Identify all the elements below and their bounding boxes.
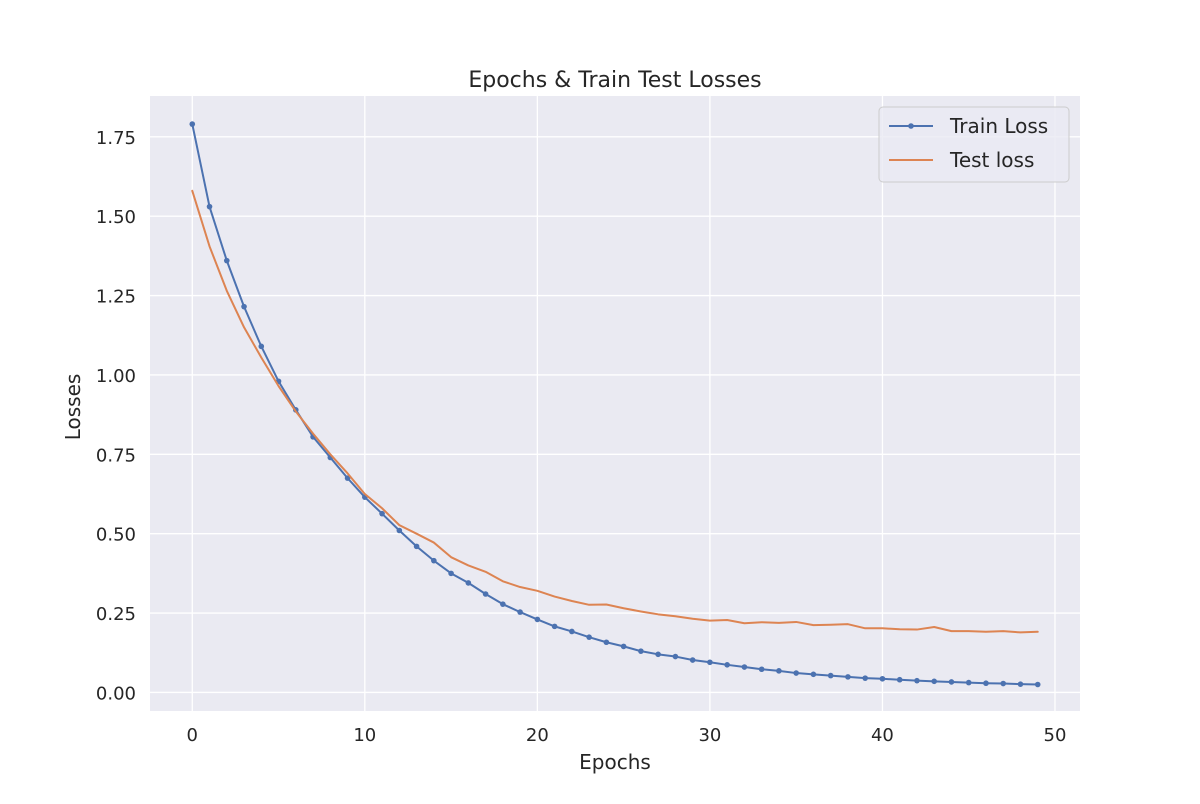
data-point-train-loss [586, 634, 592, 640]
data-point-train-loss [206, 203, 213, 210]
legend-marker-train-loss [908, 123, 914, 129]
data-point-train-loss [879, 675, 886, 682]
y-tick-label: 0.25 [96, 604, 136, 625]
data-point-train-loss [465, 580, 472, 586]
series-line-train-loss [191, 123, 1039, 686]
data-point-train-loss [241, 303, 247, 310]
data-point-train-loss [741, 664, 748, 670]
x-tick-label: 10 [353, 725, 376, 746]
data-point-train-loss [776, 668, 782, 674]
x-tick-label: 30 [698, 725, 721, 746]
data-point-train-loss [223, 257, 230, 264]
y-tick-label: 1.25 [96, 287, 136, 308]
x-tick-label: 40 [871, 725, 894, 746]
y-axis-label: Losses [61, 374, 85, 441]
data-point-train-loss [258, 343, 265, 350]
data-point-train-loss [655, 651, 661, 658]
legend-label-train-loss: Train Loss [949, 114, 1048, 138]
x-tick-label: 50 [1044, 725, 1067, 746]
plot-area [150, 96, 1080, 711]
y-tick-label: 1.75 [96, 128, 136, 149]
data-point-train-loss [344, 475, 351, 481]
grid-lines [150, 96, 1080, 711]
y-tick-labels: 0.00 0.25 0.50 0.75 1.00 1.25 1.50 1.75 [96, 128, 136, 705]
data-point-train-loss [689, 657, 696, 663]
data-point-train-loss [379, 510, 385, 517]
data-point-train-loss [396, 527, 403, 534]
data-point-train-loss [603, 639, 610, 646]
data-point-train-loss [482, 591, 489, 597]
y-tick-label: 0.75 [96, 445, 136, 466]
data-point-train-loss [500, 601, 506, 607]
x-axis-label: Epochs [579, 750, 651, 774]
series-line-test-loss [191, 189, 1039, 634]
data-point-train-loss [914, 677, 920, 684]
data-point-train-loss [413, 543, 420, 550]
data-point-train-loss [1017, 681, 1024, 687]
chart-title: Epochs & Train Test Losses [468, 68, 761, 93]
data-point-train-loss [517, 609, 523, 615]
data-point-train-loss [638, 648, 644, 654]
legend-label-test-loss: Test loss [949, 148, 1034, 172]
data-point-train-loss [965, 679, 972, 686]
data-point-train-loss [724, 662, 730, 668]
series-layer [189, 121, 1041, 688]
y-tick-label: 1.00 [96, 366, 136, 387]
y-tick-label: 0.00 [96, 683, 136, 704]
data-point-train-loss [862, 675, 868, 681]
data-point-train-loss [189, 121, 196, 127]
data-point-train-loss [758, 666, 765, 673]
data-point-train-loss [896, 676, 903, 683]
data-point-train-loss [983, 680, 989, 687]
data-point-train-loss [1034, 681, 1041, 688]
data-point-train-loss [551, 623, 558, 630]
x-tick-labels: 0 10 20 30 40 50 [187, 725, 1067, 746]
x-tick-label: 0 [187, 725, 198, 746]
data-point-train-loss [793, 670, 799, 676]
data-point-train-loss [827, 672, 834, 679]
legend: Train Loss Test loss [878, 106, 1070, 183]
data-point-train-loss [948, 679, 955, 685]
data-point-train-loss [569, 628, 575, 635]
data-point-train-loss [707, 659, 713, 666]
data-point-train-loss [431, 557, 437, 564]
data-point-train-loss [845, 674, 851, 680]
data-point-train-loss [672, 653, 679, 660]
y-tick-label: 1.50 [96, 207, 136, 228]
data-point-train-loss [534, 616, 541, 623]
data-point-train-loss [931, 678, 938, 685]
data-point-train-loss [448, 570, 454, 577]
data-point-train-loss [810, 671, 817, 678]
data-point-train-loss [1000, 680, 1007, 687]
x-tick-label: 20 [526, 725, 549, 746]
y-tick-label: 0.50 [96, 525, 136, 546]
data-point-train-loss [620, 643, 627, 650]
